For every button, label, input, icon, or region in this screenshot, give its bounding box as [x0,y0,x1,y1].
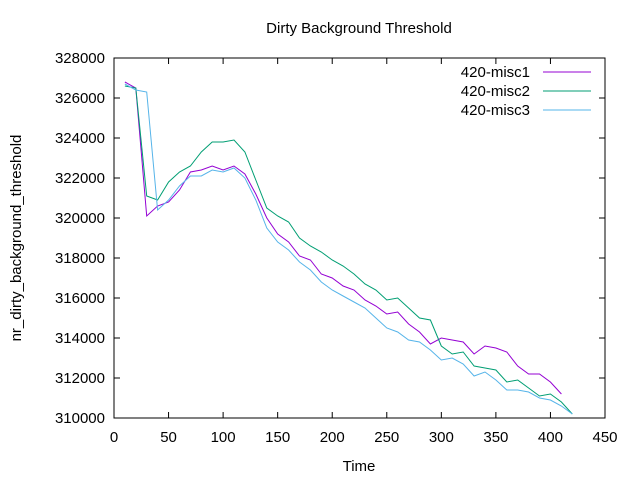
x-tick-label: 50 [160,429,177,446]
y-tick-label: 320000 [55,210,105,227]
y-tick-label: 318000 [55,250,105,267]
y-tick-label: 312000 [55,370,105,387]
chart-title: Dirty Background Threshold [266,20,452,37]
legend-label: 420-misc1 [461,64,530,81]
y-tick-label: 322000 [55,170,105,187]
series-line-420-misc1 [124,81,562,395]
y-tick-label: 310000 [55,410,105,427]
x-tick-label: 350 [483,429,508,446]
y-tick-label: 314000 [55,330,105,347]
y-tick-label: 316000 [55,290,105,307]
axis-ticks: 0 50 100 150 200 250 300 350 400 450 310000 312000 3… [55,50,618,446]
y-tick-label: 326000 [55,90,105,107]
series-lines [124,81,573,415]
y-tick-label: 324000 [55,130,105,147]
x-axis-label: Time [343,458,376,475]
x-tick-label: 400 [538,429,563,446]
x-tick-label: 450 [592,429,617,446]
plot-frame [113,57,606,419]
legend: 420-misc1 420-misc2 420-misc3 [461,64,591,119]
x-tick-label: 0 [110,429,118,446]
legend-label: 420-misc2 [461,83,530,100]
x-tick-label: 100 [211,429,236,446]
plot-axes [113,57,606,419]
y-axis-label: nr_dirty_background_threshold [8,135,25,342]
y-tick-label: 328000 [55,50,105,67]
series-line-420-misc3 [124,83,573,415]
x-tick-label: 200 [320,429,345,446]
x-tick-label: 300 [429,429,454,446]
x-tick-label: 150 [265,429,290,446]
legend-label: 420-misc3 [461,102,530,119]
series-line-420-misc2 [124,85,573,415]
x-tick-label: 250 [374,429,399,446]
